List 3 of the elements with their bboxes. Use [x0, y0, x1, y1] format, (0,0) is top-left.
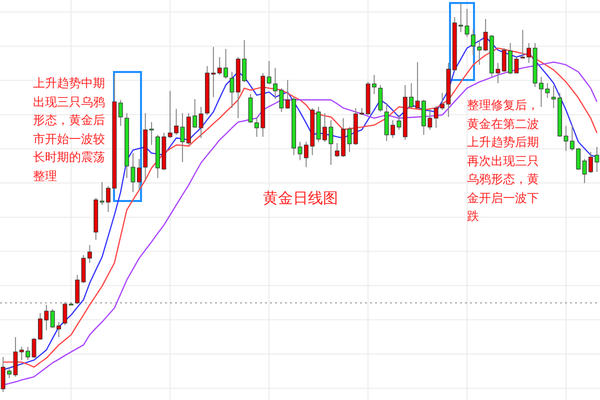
text: 黄金日线图: [263, 189, 338, 208]
annotation: 整理修复后，黄金在第二波上升趋势后期再次出现三只乌鸦形态，黄金开启一波下跌: [467, 97, 540, 225]
annotation: 上升趋势中期出现三只乌鸦形态，黄金后市开始一波较长时期的震荡整理: [33, 75, 106, 184]
